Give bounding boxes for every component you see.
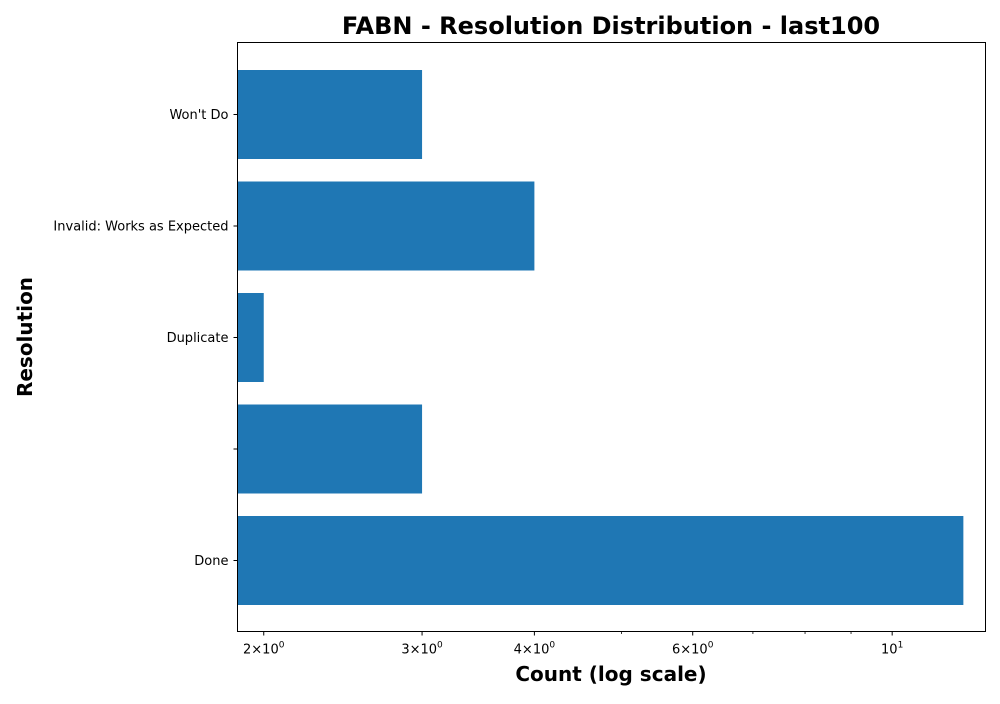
bar [237,293,264,382]
x-tick-label: 4×100 [514,641,556,658]
bar [237,404,423,494]
x-tick-label: 2×100 [243,641,285,658]
x-axis-label: Count (log scale) [515,662,706,686]
bars-layer [237,70,964,605]
chart-title: FABN - Resolution Distribution - last100 [342,12,880,40]
y-tick-label: Done [194,554,228,569]
bar [237,70,423,159]
bar [237,516,964,605]
y-tick-label: Won't Do [169,108,228,123]
bar [237,181,535,271]
x-tick-label: 6×100 [672,641,714,658]
x-tick-label: 3×100 [401,641,443,658]
y-axis-label: Resolution [13,277,37,397]
x-tick-label: 101 [881,641,903,658]
y-tick-label: Invalid: Works as Expected [53,220,228,235]
x-axis: 2×100 3×100 4×100 6×100 101 [243,631,903,658]
y-tick-label: Duplicate [167,331,229,346]
y-axis: Done Duplicate Invalid: Works as Expected W… [53,108,238,569]
